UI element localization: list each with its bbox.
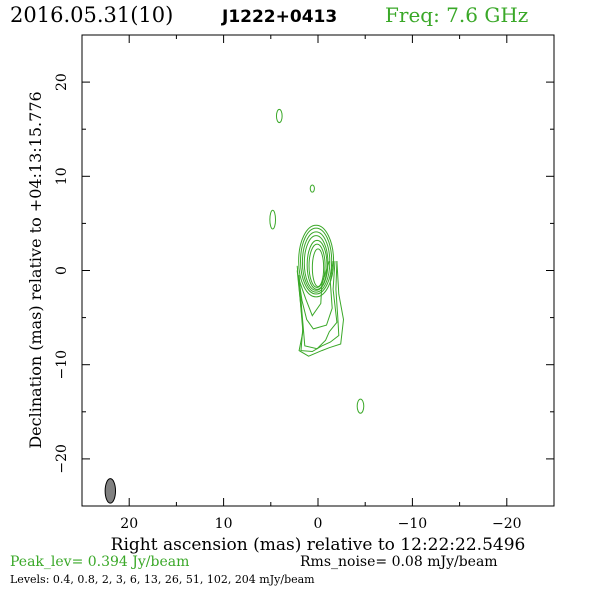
rms-noise: Rms_noise= 0.08 mJy/beam	[300, 554, 498, 570]
header-source: J1222+0413	[221, 7, 337, 27]
x-tick-label: 10	[215, 516, 233, 532]
core-contour	[306, 239, 328, 290]
x-axis-label: Right ascension (mas) relative to 12:22:…	[111, 535, 526, 555]
contour-layer	[269, 108, 365, 414]
x-tick-label: 20	[120, 516, 138, 532]
header-date: 2016.05.31(10)	[10, 3, 173, 27]
island-contour	[269, 209, 277, 230]
core-contour	[311, 248, 325, 288]
y-tick-label: 10	[54, 167, 70, 185]
x-tick-labels: 20 10 0 −10 −20	[120, 516, 521, 532]
header-frequency: Freq: 7.6 GHz	[385, 3, 528, 27]
y-axis-label: Declination (mas) relative to +04:13:15.…	[26, 91, 45, 448]
core-contour	[301, 231, 331, 293]
x-tick-label: −10	[398, 516, 428, 532]
y-tick-label: −10	[54, 350, 70, 380]
core-contour	[303, 235, 329, 291]
x-tick-label: 0	[314, 516, 323, 532]
island-contour	[275, 108, 283, 124]
island-contour	[309, 184, 315, 193]
y-tick-label: 0	[54, 266, 70, 275]
axis-ticks	[82, 35, 554, 506]
y-tick-label: 20	[54, 73, 70, 91]
core-contour	[300, 227, 333, 295]
x-tick-label: −20	[492, 516, 522, 532]
y-tick-labels: 20 10 0 −10 −20	[54, 73, 70, 473]
jet-contour	[297, 261, 334, 330]
beam-layer	[104, 478, 117, 504]
jet-contour	[296, 261, 345, 357]
peak-level: Peak_lev= 0.394 Jy/beam	[10, 554, 189, 570]
core-contour	[308, 243, 326, 288]
plot-frame	[81, 34, 555, 507]
contour-levels: Levels: 0.4, 0.8, 2, 3, 6, 13, 26, 51, 1…	[10, 573, 315, 586]
core-contour	[298, 224, 335, 298]
y-tick-label: −20	[54, 444, 70, 474]
restoring-beam	[104, 478, 117, 504]
island-contour	[356, 398, 365, 414]
